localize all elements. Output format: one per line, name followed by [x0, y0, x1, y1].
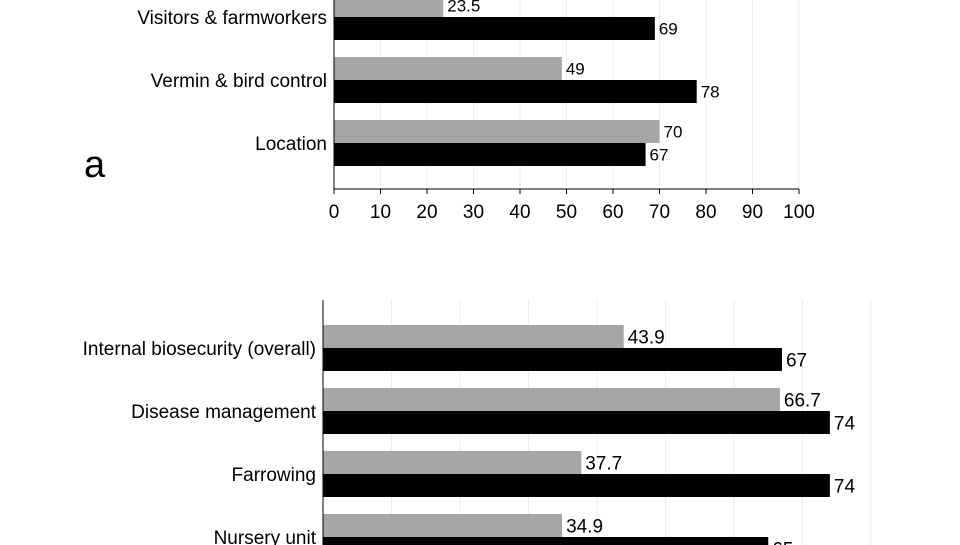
bar [334, 17, 655, 40]
x-tick-label: 40 [509, 202, 530, 223]
bar [323, 514, 563, 537]
x-tick-label: 30 [463, 202, 484, 223]
category-label: Internal biosecurity (overall) [83, 339, 316, 360]
category-label: Location [255, 134, 327, 155]
x-tick-label: 90 [742, 202, 763, 223]
data-label: 67 [650, 146, 669, 165]
bar [323, 411, 830, 434]
category-label: Disease management [131, 402, 317, 423]
data-label: 74 [834, 413, 856, 434]
x-tick-label: 10 [370, 202, 391, 223]
data-label: 65 [772, 539, 793, 545]
category-label: Farrowing [232, 465, 316, 486]
panel-letter: a [84, 144, 106, 186]
bar [334, 80, 697, 103]
data-label: 66.7 [784, 390, 821, 411]
data-label: 43.9 [628, 327, 665, 348]
bar [334, 143, 646, 166]
x-tick-label: 60 [602, 202, 623, 223]
bar [323, 451, 582, 474]
data-label: 69 [659, 20, 678, 39]
data-label: 70 [664, 123, 683, 142]
data-label: 37.7 [585, 453, 622, 474]
x-tick-label: 80 [695, 202, 716, 223]
bar [323, 537, 769, 545]
data-label: 23.5 [447, 0, 480, 16]
bar [323, 474, 830, 497]
bar [323, 388, 780, 411]
bar [323, 325, 624, 348]
category-label: Vermin & bird control [151, 71, 327, 92]
data-label: 78 [701, 83, 720, 102]
bar [334, 120, 660, 143]
data-label: 34.9 [566, 516, 603, 537]
category-label: Nursery unit [214, 528, 317, 545]
x-tick-label: 100 [783, 202, 815, 223]
x-tick-label: 0 [329, 202, 340, 223]
x-tick-label: 20 [416, 202, 437, 223]
bar [334, 0, 444, 17]
bar [323, 348, 782, 371]
x-tick-label: 70 [649, 202, 670, 223]
data-label: 67 [786, 350, 807, 371]
x-tick-label: 50 [556, 202, 577, 223]
data-label: 74 [834, 476, 856, 497]
category-label: Visitors & farmworkers [137, 8, 327, 29]
data-label: 49 [566, 60, 585, 79]
bar [334, 57, 562, 80]
